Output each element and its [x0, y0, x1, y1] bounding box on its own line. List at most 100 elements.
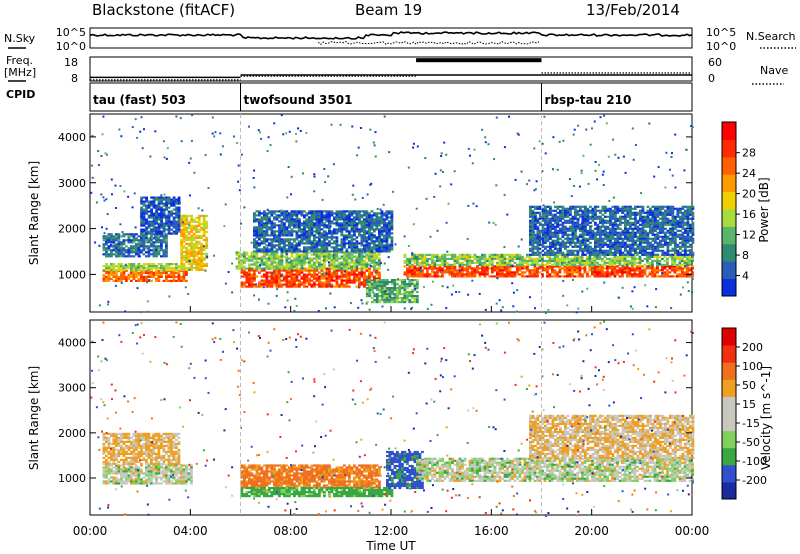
data-cell [147, 263, 151, 266]
data-cell [313, 250, 316, 253]
data-cell [594, 247, 597, 250]
data-cell [132, 239, 136, 242]
data-cell [443, 263, 447, 266]
data-cell [463, 263, 467, 266]
data-cell [461, 263, 464, 266]
data-cell [320, 269, 324, 272]
data-cell [243, 261, 246, 264]
data-cell [343, 253, 346, 256]
data-cell [378, 222, 381, 225]
data-cell [275, 275, 279, 278]
data-cell [205, 214, 209, 217]
data-cell [628, 275, 632, 278]
data-cell [250, 257, 254, 260]
data-cell [405, 291, 409, 294]
data-cell [245, 279, 249, 282]
data-cell [162, 226, 166, 229]
data-cell [378, 287, 382, 290]
data-cell [345, 269, 349, 272]
data-cell [638, 259, 642, 262]
data-cell [531, 239, 535, 242]
data-cell [571, 271, 574, 274]
data-cell [378, 289, 382, 292]
data-cell [621, 253, 625, 256]
data-region-9 [403, 265, 694, 278]
data-cell [320, 232, 324, 235]
data-cell [330, 279, 334, 282]
data-cell [338, 283, 341, 286]
data-cell [588, 255, 592, 258]
data-cell [335, 271, 339, 274]
data-cell [574, 229, 577, 232]
data-cell [370, 240, 374, 243]
data-cell [373, 279, 377, 282]
data-cell [648, 263, 652, 266]
data-cell [631, 267, 634, 270]
data-cell [388, 212, 391, 215]
data-cell [526, 267, 529, 270]
data-cell [360, 222, 364, 225]
data-cell [280, 230, 284, 233]
data-cell [579, 239, 582, 242]
data-cell [102, 273, 106, 276]
data-cell [446, 271, 449, 274]
data-cell [147, 239, 151, 242]
data-cell [378, 301, 382, 304]
data-cell [135, 253, 138, 256]
data-cell [320, 281, 324, 284]
data-cell [315, 269, 319, 272]
data-cell [534, 223, 537, 226]
data-cell [150, 196, 153, 199]
data-cell [604, 249, 607, 252]
data-cell [606, 209, 610, 212]
data-cell [323, 255, 326, 258]
data-cell [646, 259, 649, 262]
data-cell [373, 275, 376, 278]
data-cell [626, 207, 630, 210]
data-cell [350, 259, 354, 262]
data-cell [531, 209, 535, 212]
data-cell [345, 214, 349, 217]
data-cell [569, 229, 572, 232]
data-cell [258, 210, 261, 213]
data-cell [581, 233, 585, 236]
nsky-label: N.Sky [4, 32, 36, 45]
data-cell [135, 251, 138, 254]
data-cell [305, 224, 309, 227]
data-cell [588, 269, 592, 272]
data-cell [551, 249, 555, 252]
data-cell [162, 202, 166, 205]
freq-unit-label: [MHz] [4, 66, 36, 79]
data-cell [263, 242, 266, 245]
data-cell [130, 265, 133, 268]
data-cell [140, 196, 143, 199]
data-cell [606, 275, 609, 278]
data-cell [508, 275, 512, 278]
data-cell [529, 231, 532, 234]
data-cell [290, 250, 294, 253]
data-cell [554, 215, 557, 218]
data-cell [358, 228, 361, 231]
data-cell [155, 218, 158, 221]
data-cell [501, 255, 504, 258]
data-cell [125, 279, 128, 282]
data-cell [273, 251, 276, 254]
data-cell [546, 209, 550, 212]
data-cell [132, 269, 136, 272]
data-cell [348, 271, 351, 274]
data-cell [288, 275, 291, 278]
data-cell [348, 232, 351, 235]
data-cell [601, 271, 604, 274]
data-cell [355, 240, 359, 243]
data-cell [353, 281, 356, 284]
data-cell [438, 269, 442, 272]
data-cell [365, 301, 369, 304]
data-cell [603, 255, 607, 258]
data-cell [360, 281, 364, 284]
data-cell [403, 259, 407, 262]
data-cell [350, 269, 354, 272]
data-cell [157, 239, 161, 242]
data-cell [466, 263, 469, 266]
data-cell [623, 271, 627, 274]
data-cell [200, 260, 204, 263]
